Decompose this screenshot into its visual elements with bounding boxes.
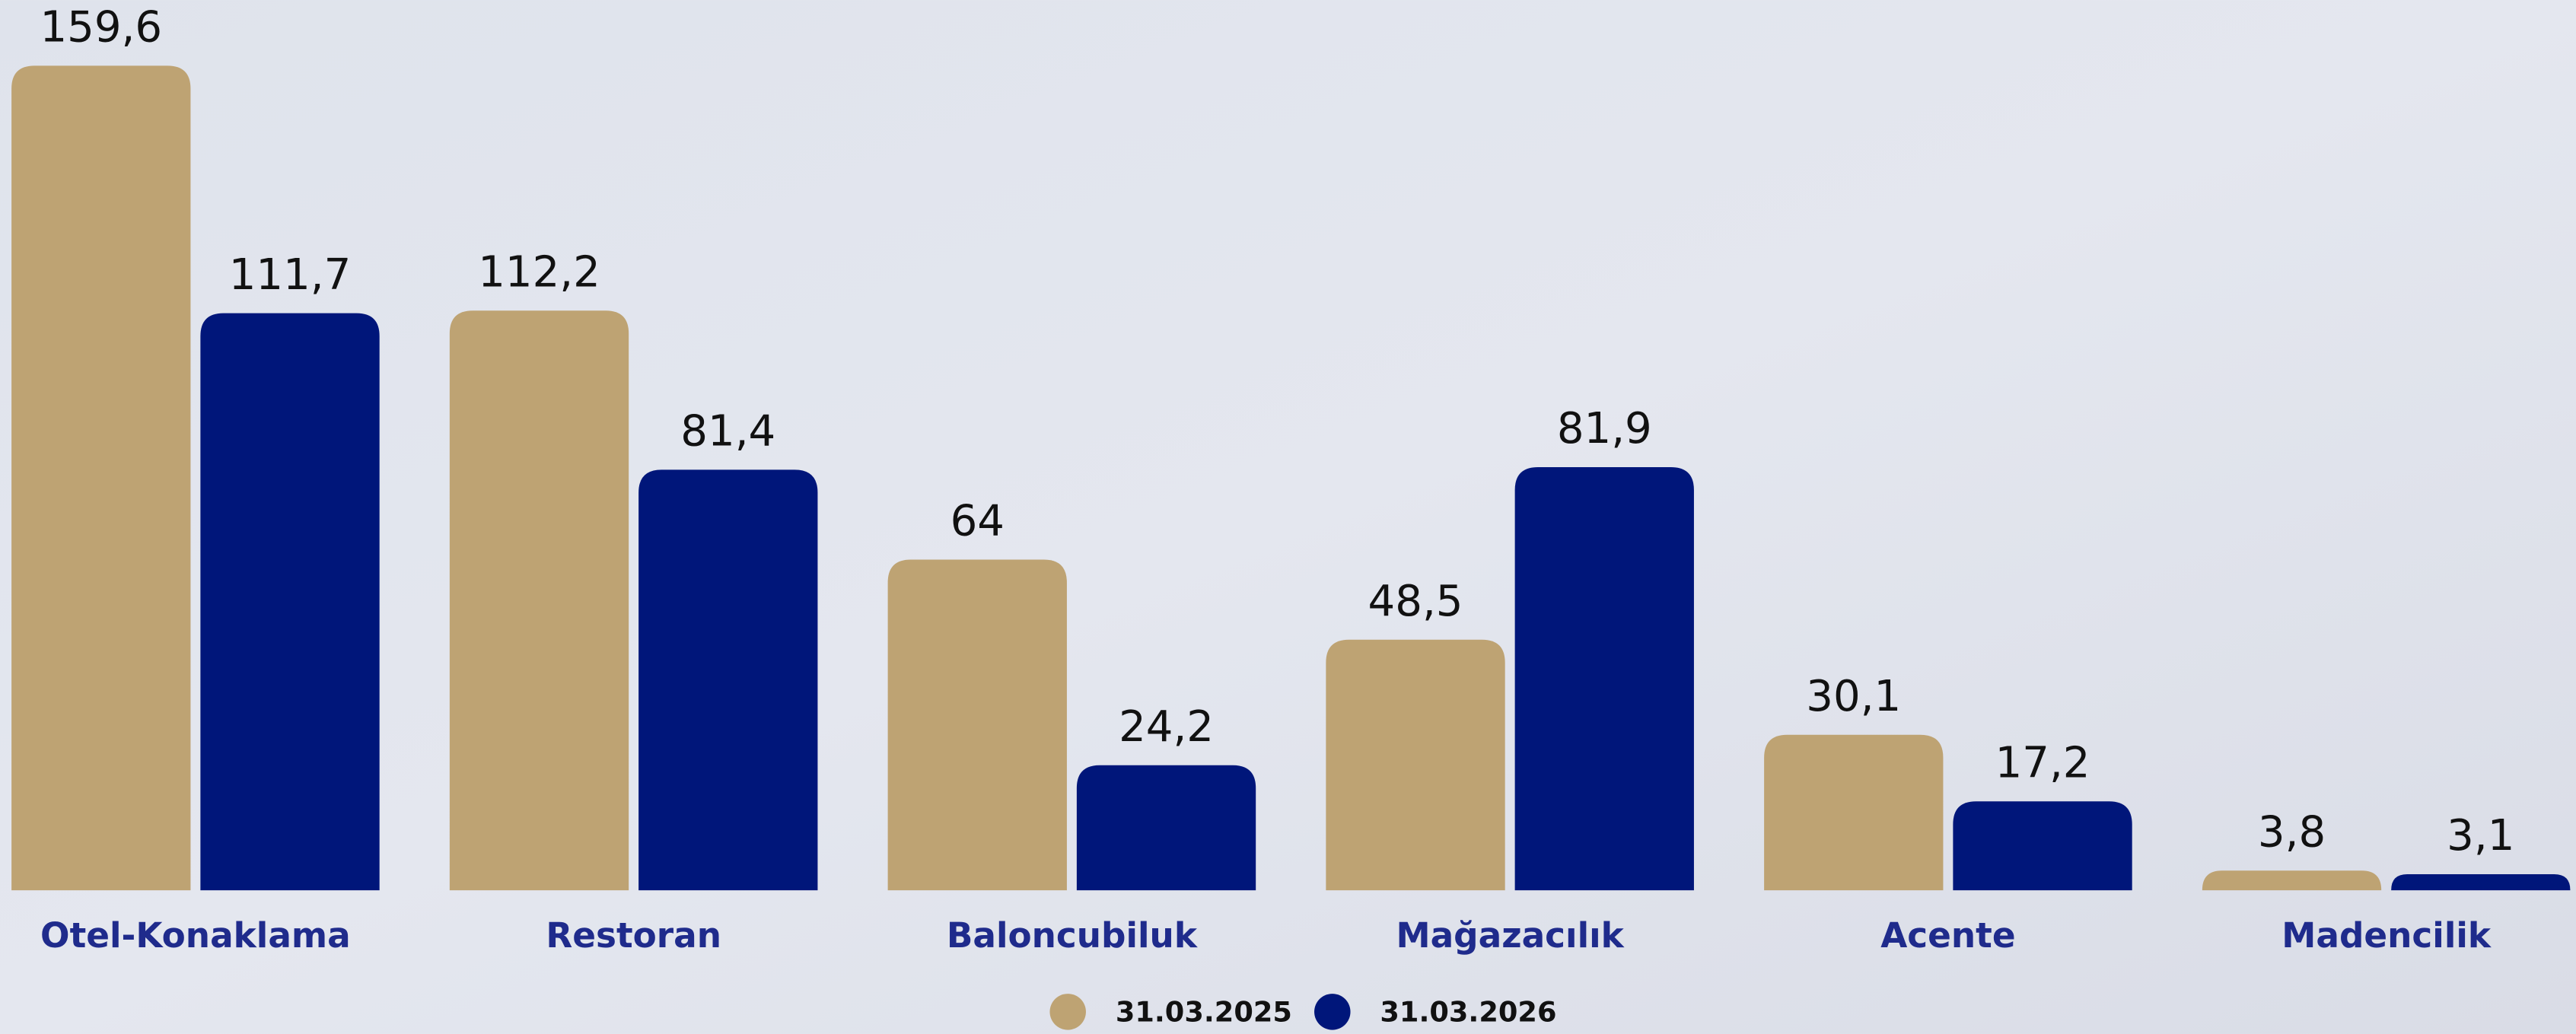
bar <box>200 313 380 891</box>
category-label: Acente <box>1880 915 2015 956</box>
value-label: 30,1 <box>1806 672 1901 721</box>
value-label: 24,2 <box>1119 702 1214 752</box>
bar <box>1764 734 1944 891</box>
bar <box>887 559 1067 891</box>
value-label: 64 <box>950 497 1005 546</box>
value-label: 111,7 <box>229 250 352 300</box>
value-label: 159,6 <box>40 3 162 52</box>
category-label: Madencilik <box>2281 915 2492 956</box>
bar <box>638 469 818 891</box>
category-label: Baloncubiluk <box>947 915 1199 956</box>
legend-label: 31.03.2025 <box>1116 995 1292 1028</box>
value-label: 81,4 <box>680 406 775 456</box>
bar <box>449 310 629 891</box>
bar <box>2202 870 2382 891</box>
bar <box>1326 639 1505 891</box>
category-label: Mağazacılık <box>1396 915 1625 956</box>
category-label: Otel-Konaklama <box>40 915 351 956</box>
value-label: 3,1 <box>2447 811 2514 861</box>
value-label: 17,2 <box>1995 738 2090 787</box>
value-label: 81,9 <box>1557 404 1652 453</box>
legend-marker <box>1314 994 1351 1030</box>
bar <box>1514 466 1694 891</box>
bar <box>11 65 191 891</box>
legend-label: 31.03.2026 <box>1380 995 1556 1028</box>
legend-marker <box>1049 994 1086 1030</box>
bar <box>2391 874 2571 891</box>
value-label: 48,5 <box>1368 577 1463 626</box>
value-label: 112,2 <box>478 247 600 297</box>
bar <box>1076 765 1256 891</box>
bar <box>1953 801 2132 891</box>
category-label: Restoran <box>546 915 721 956</box>
value-label: 3,8 <box>2258 807 2326 857</box>
